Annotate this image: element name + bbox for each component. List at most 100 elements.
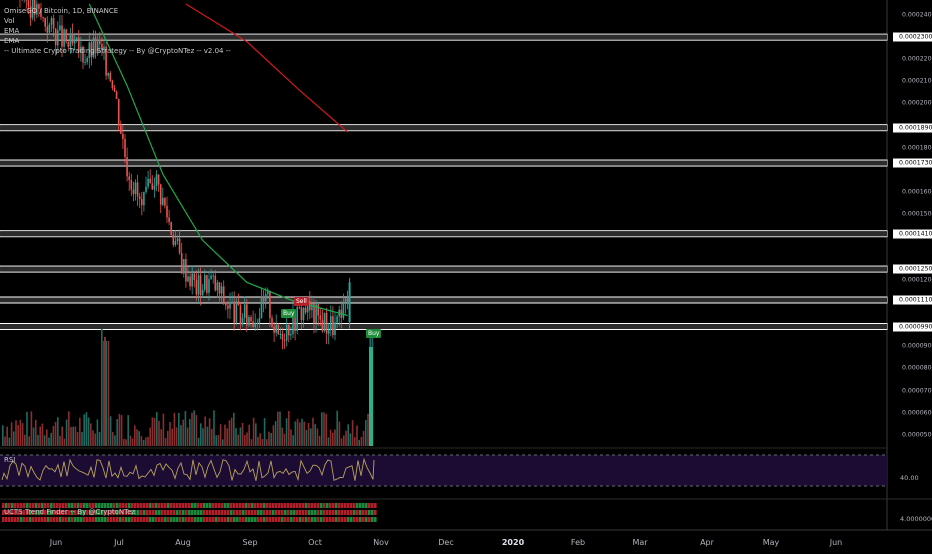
trend-cell — [74, 517, 77, 522]
trend-cell — [131, 510, 134, 515]
trend-cell — [209, 503, 212, 508]
trend-cell — [161, 503, 164, 508]
trend-cell — [365, 510, 368, 515]
volume-bar — [299, 422, 301, 446]
indicator-ucts[interactable]: -- Ultimate Crypto Trading Strategy -- B… — [4, 47, 231, 55]
trend-cell — [59, 517, 62, 522]
volume-bar — [277, 411, 279, 446]
trend-cell — [260, 510, 263, 515]
volume-bar — [354, 437, 356, 446]
rsi-pane-title[interactable]: RSI — [4, 456, 16, 464]
trend-cell — [2, 517, 5, 522]
volume-bar — [314, 424, 316, 446]
volume-bar — [21, 423, 24, 446]
trend-cell — [77, 503, 80, 508]
trend-cell — [65, 503, 68, 508]
trend-cell — [176, 510, 179, 515]
candle-body — [283, 339, 286, 341]
trend-cell — [371, 503, 374, 508]
volume-bar — [105, 341, 107, 446]
trend-cell — [335, 510, 338, 515]
trend-cell — [341, 510, 344, 515]
trend-cell — [26, 503, 29, 508]
candle-body — [260, 296, 263, 319]
volume-bar — [206, 426, 209, 446]
volume-bar — [32, 427, 35, 446]
trend-cell — [38, 503, 41, 508]
indicator-ema-2[interactable]: EMA — [4, 37, 20, 45]
candle-body — [197, 275, 200, 295]
trend-cell — [143, 503, 146, 508]
volume-bar — [239, 427, 242, 446]
volume-bar — [8, 437, 11, 446]
symbol-title[interactable]: OmiseGO / Bitcoin, 1D, BINANCE — [4, 7, 119, 15]
trend-cell — [332, 503, 335, 508]
candle-body — [336, 316, 338, 323]
trend-cell — [215, 517, 218, 522]
trend-cell — [341, 503, 344, 508]
trend-cell — [95, 510, 98, 515]
trend-cell — [221, 503, 224, 508]
volume-bar — [178, 413, 180, 446]
trend-cell — [287, 517, 290, 522]
candle-body — [75, 37, 78, 40]
trend-cell — [32, 510, 35, 515]
trend-cell — [83, 503, 86, 508]
trend-cell — [221, 510, 224, 515]
volume-bar — [213, 410, 215, 446]
volume-bar — [202, 428, 204, 446]
trend-cell — [251, 503, 254, 508]
volume-bar — [307, 422, 310, 446]
trend-cell — [80, 503, 83, 508]
candle-body — [166, 205, 168, 218]
trend-cell — [137, 503, 140, 508]
volume-bar — [321, 412, 323, 446]
trend-cell — [200, 517, 203, 522]
trend-cell — [188, 517, 191, 522]
trend-cell — [17, 510, 20, 515]
month-label: May — [762, 538, 780, 547]
volume-bar — [334, 429, 336, 446]
trend-cell — [71, 503, 74, 508]
trend-cell — [86, 503, 89, 508]
volume-bar — [142, 439, 145, 446]
trend-cell — [101, 517, 104, 522]
trend-cell — [68, 503, 71, 508]
month-label: Nov — [373, 538, 389, 547]
trend-cell — [305, 517, 308, 522]
price-tick: 0.00024000 — [902, 11, 932, 19]
candle-body — [279, 333, 282, 335]
trend-cell — [83, 510, 86, 515]
trend-cell — [332, 517, 335, 522]
trend-cell — [302, 517, 305, 522]
month-label: Sep — [242, 538, 258, 547]
trend-cell — [215, 510, 218, 515]
candle-body — [122, 133, 124, 140]
volume-bar — [26, 411, 28, 446]
volume-bar — [263, 418, 266, 446]
indicator-vol[interactable]: Vol — [4, 17, 15, 25]
trend-cell — [173, 510, 176, 515]
price-tick: 0.00008000 — [902, 364, 932, 372]
volume-bar — [24, 434, 26, 446]
trend-cell — [23, 503, 26, 508]
candle-body — [113, 87, 116, 92]
trend-cell — [113, 517, 116, 522]
trend-cell — [371, 510, 374, 515]
indicator-ema-1[interactable]: EMA — [4, 27, 20, 35]
volume-bar — [182, 419, 184, 446]
trend-cell — [281, 517, 284, 522]
trend-cell — [74, 503, 77, 508]
trend-cell — [365, 517, 368, 522]
trend-pane-title[interactable]: UCTS Trend Finder -- By @CryptoNTez — [4, 508, 136, 516]
volume-bar — [37, 434, 39, 446]
candle-body — [204, 275, 206, 290]
trend-cell — [50, 517, 53, 522]
trend-cell — [197, 503, 200, 508]
volume-bar — [15, 420, 17, 446]
trend-cell — [71, 510, 74, 515]
volume-bar — [186, 427, 189, 446]
